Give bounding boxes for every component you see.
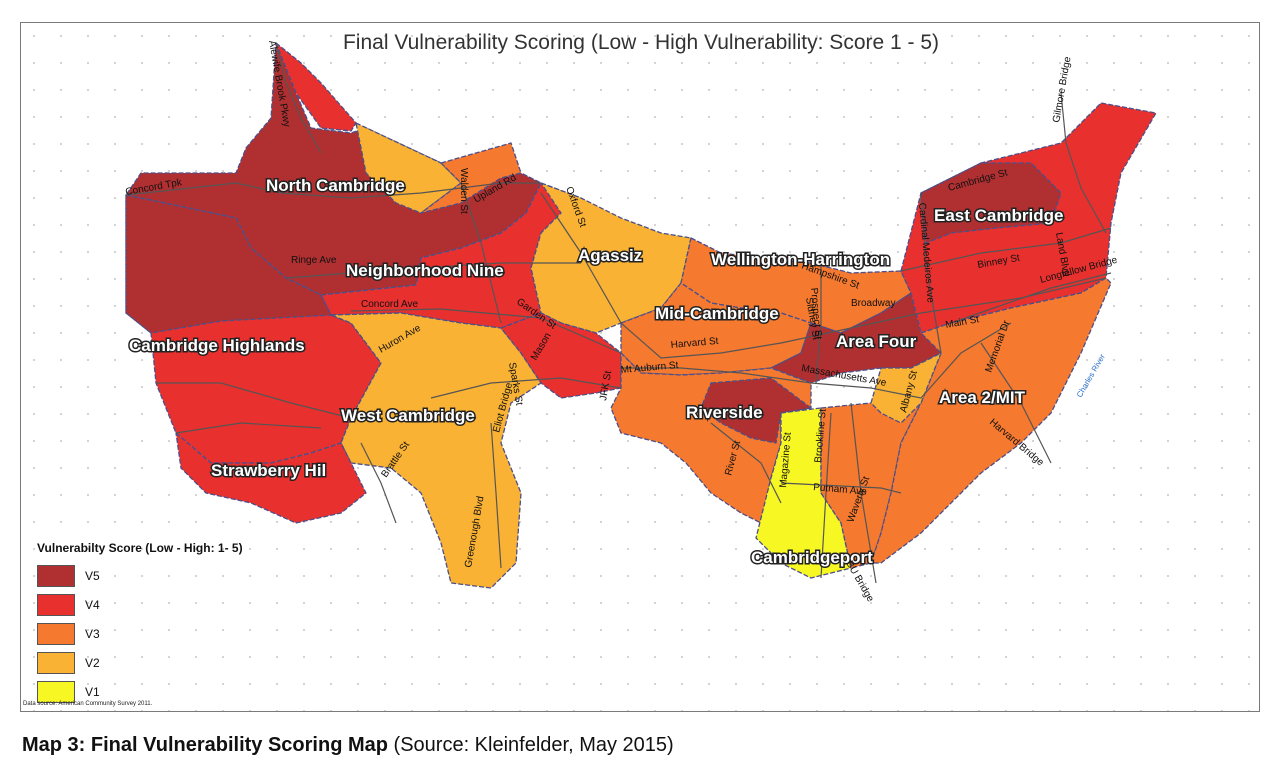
legend-item-v2: V2 (37, 648, 243, 677)
legend-item-v5: V5 (37, 561, 243, 590)
label-mid-cambridge: Mid-Cambridge (655, 304, 779, 323)
label-cambridgeport: Cambridgeport (751, 548, 873, 567)
label-strawberry-hill: Strawberry Hil (211, 461, 326, 480)
road-land-blvd (1060, 92, 1107, 234)
road-walden (460, 182, 502, 324)
caption-rest: (Source: Kleinfelder, May 2015) (387, 734, 674, 756)
figure-caption: Map 3: Final Vulnerability Scoring Map (… (22, 734, 674, 757)
road-highlands (156, 382, 352, 419)
road-oxford (540, 192, 622, 324)
road-cambridge-st (900, 227, 1112, 272)
road-harvard-st (620, 277, 1107, 359)
legend: Vulnerabilty Score (Low - High: 1- 5) V5… (37, 541, 243, 706)
street-label: Ringe Ave (291, 255, 337, 266)
legend-item-v4: V4 (37, 590, 243, 619)
road-broadway-main (950, 272, 1112, 324)
region-west-cambridge[interactable] (330, 312, 542, 589)
caption-bold: Map 3: Final Vulnerability Scoring Map (22, 734, 388, 756)
region-riverside-v5[interactable] (700, 377, 812, 444)
region-strawberry-hill[interactable] (175, 432, 367, 524)
region-area-2-v2[interactable] (870, 352, 942, 424)
street-label: Putnam Ave (813, 482, 868, 498)
legend-swatch (37, 651, 75, 674)
label-area-four: Area Four (836, 332, 917, 351)
road-brattle (430, 377, 622, 399)
region-area-2-mit[interactable] (870, 277, 1112, 564)
street-label: Brookline St (813, 408, 829, 463)
street-label: Walden St (458, 168, 469, 214)
label-riverside: Riverside (686, 403, 763, 422)
label-wellington-harrington: Wellington-Harrington (711, 250, 890, 269)
label-cambridge-highlands: Cambridge Highlands (129, 336, 305, 355)
road-highlands-2 (175, 422, 322, 434)
legend-swatch (37, 564, 75, 587)
road-putnam (780, 482, 902, 494)
label-area-2-mit: Area 2/MIT (939, 388, 1026, 407)
legend-title: Vulnerabilty Score (Low - High: 1- 5) (37, 541, 243, 555)
legend-swatch (37, 680, 75, 703)
road-river-st (710, 422, 782, 504)
label-east-cambridge: East Cambridge (934, 206, 1063, 225)
street-label: Broadway (851, 298, 895, 309)
road-greenough (490, 422, 502, 569)
road-network (125, 42, 1112, 584)
street-label: Mt Auburn St (620, 360, 679, 376)
road-alewife (275, 42, 322, 154)
road-concord-tpk (125, 182, 541, 199)
legend-label: V4 (85, 597, 100, 612)
road-magazine (820, 412, 832, 579)
region-walden-v3[interactable] (420, 142, 522, 214)
legend-label: V2 (85, 655, 100, 670)
street-label: JFK St (598, 370, 614, 402)
legend-label: V1 (85, 684, 100, 699)
legend-item-v1: V1 (37, 677, 243, 706)
street-label: Concord Ave (361, 299, 419, 310)
road-concord-ave (350, 308, 622, 354)
street-label: Harvard St (670, 336, 719, 351)
street-label: Magazine St (778, 432, 794, 489)
road-w-cambridge (360, 442, 397, 524)
road-harvard-bridge (980, 342, 1052, 464)
region-cambridge-highlands-v5[interactable] (125, 194, 332, 334)
region-east-cambridge-v5[interactable] (920, 162, 1062, 244)
label-west-cambridge: West Cambridge (341, 406, 475, 425)
street-label: Prospect St (808, 287, 823, 340)
legend-swatch (37, 593, 75, 616)
region-cambridgeport-v1[interactable] (755, 407, 852, 579)
road-mass-ave (621, 322, 1012, 399)
region-north-cambridge-upper[interactable] (275, 42, 357, 132)
legend-swatch (37, 622, 75, 645)
road-brookline (850, 402, 877, 584)
road-ringe (285, 262, 581, 279)
road-prospect (815, 263, 822, 384)
road-cardinal (920, 192, 942, 354)
label-agassiz: Agassiz (578, 246, 642, 265)
label-neighborhood-nine: Neighborhood Nine (346, 261, 504, 280)
map-title: Final Vulnerability Scoring (Low - High … (342, 31, 940, 54)
legend-label: V3 (85, 626, 100, 641)
map-frame: North Cambridge Neighborhood Nine Agassiz W… (20, 22, 1260, 712)
legend-label: V5 (85, 568, 100, 583)
label-north-cambridge: North Cambridge (266, 176, 405, 195)
map-canvas: North Cambridge Neighborhood Nine Agassiz W… (21, 23, 1259, 711)
legend-item-v3: V3 (37, 619, 243, 648)
source-note: Data source: American Community Survey 2… (23, 701, 153, 707)
